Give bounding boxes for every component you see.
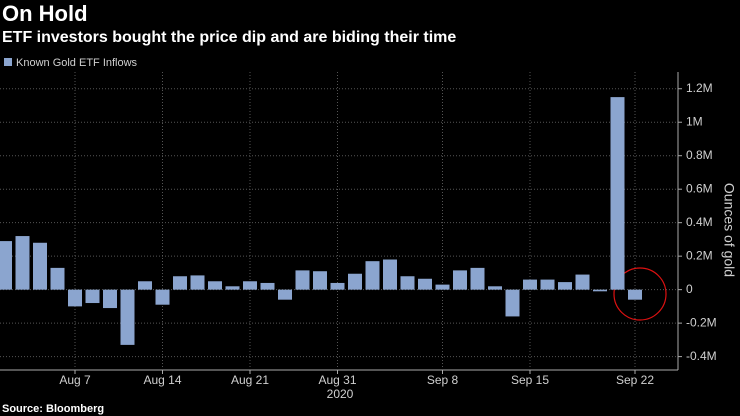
bar [593, 289, 607, 292]
x-tick-label: Aug 7 [59, 373, 91, 387]
bar [68, 289, 82, 307]
y-tick-label: 0 [686, 282, 693, 296]
y-tick-label: 1M [686, 114, 703, 128]
bar [540, 279, 555, 290]
bar [155, 289, 170, 305]
chart-title: On Hold [2, 1, 88, 26]
y-tick-label: 0.4M [686, 215, 713, 229]
bar [0, 241, 12, 290]
bar [470, 267, 485, 290]
bar [120, 289, 135, 345]
bar [523, 279, 537, 290]
y-axis-label: Ounces of gold [721, 183, 737, 277]
bar [610, 97, 625, 290]
bar [575, 274, 590, 290]
bar [15, 236, 30, 290]
bar [208, 281, 222, 290]
bar [85, 289, 100, 304]
bar [295, 270, 310, 290]
bar [225, 286, 240, 290]
x-tick-label: Sep 15 [511, 373, 549, 387]
y-tick-label: 0.2M [686, 248, 713, 262]
bar [243, 281, 257, 290]
x-tick-label: Aug 21 [231, 373, 269, 387]
y-tick-label: 0.6M [686, 181, 713, 195]
bar [33, 242, 47, 290]
bar [435, 284, 450, 290]
bar [103, 289, 117, 309]
bar [330, 282, 345, 290]
y-tick-label: -0.4M [686, 349, 717, 363]
bar [50, 267, 65, 290]
bar [365, 261, 380, 290]
legend-label: Known Gold ETF Inflows [16, 57, 138, 69]
bar [628, 289, 642, 300]
x-tick-label: Sep 22 [616, 373, 654, 387]
chart-subtitle: ETF investors bought the price dip and a… [2, 29, 456, 46]
x-tick-label: Sep 8 [427, 373, 459, 387]
bar [453, 270, 467, 290]
y-tick-label: 1.2M [686, 81, 713, 95]
source: Source: Bloomberg [2, 403, 104, 415]
bar [138, 281, 152, 290]
highlight-circle [613, 267, 667, 321]
legend-swatch [4, 58, 12, 66]
x-sublabel: 2020 [327, 387, 354, 401]
y-tick-label: 0.8M [686, 148, 713, 162]
bar [190, 275, 205, 290]
y-tick-label: -0.2M [686, 315, 717, 329]
bar [558, 282, 572, 290]
bar [348, 273, 362, 290]
bar [418, 278, 432, 290]
bar [173, 276, 187, 290]
bar [505, 289, 520, 317]
bar [488, 286, 502, 290]
bar [400, 276, 415, 290]
bar [260, 282, 275, 290]
x-tick-label: Aug 31 [318, 373, 356, 387]
x-tick-label: Aug 14 [143, 373, 181, 387]
bar [313, 271, 327, 290]
bar [278, 289, 292, 300]
bar [383, 259, 397, 290]
